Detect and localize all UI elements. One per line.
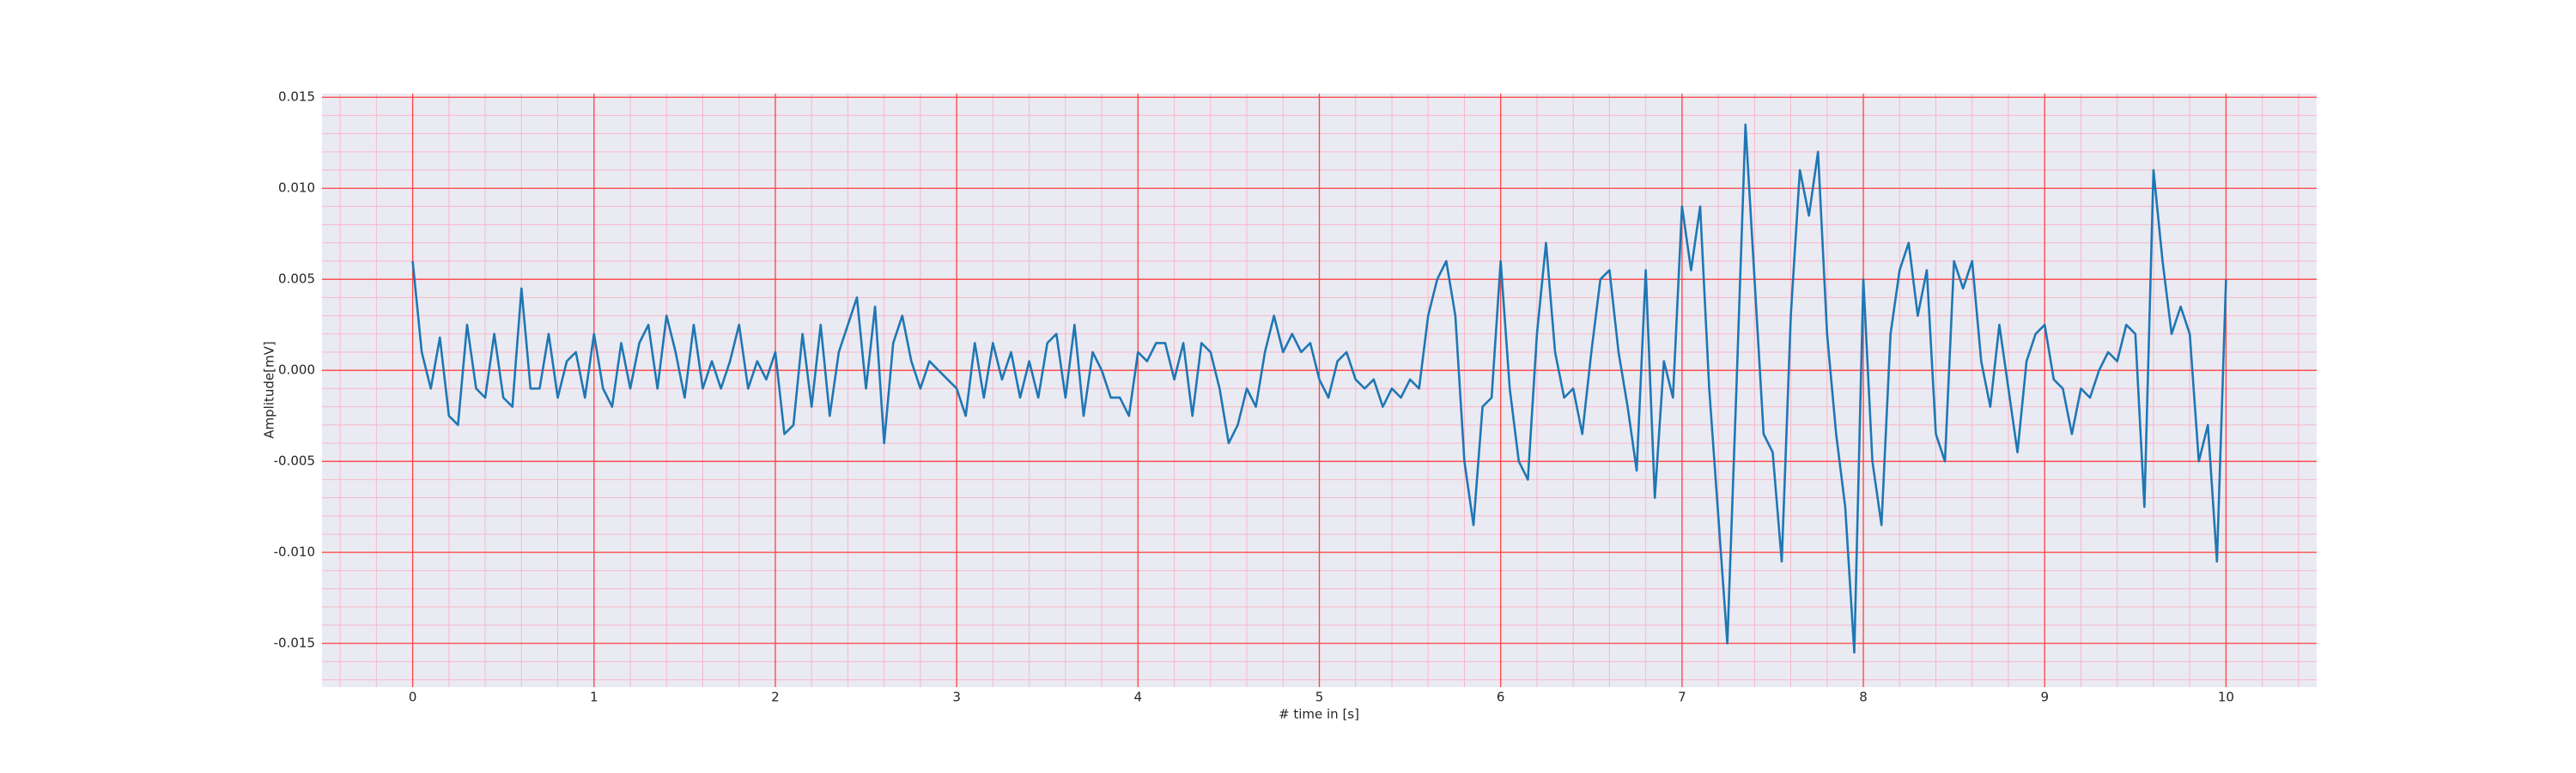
x-tick-label: 1 <box>590 690 598 705</box>
y-tick-label: -0.015 <box>274 636 315 651</box>
x-tick-label: 3 <box>952 690 961 705</box>
x-tick-label: 6 <box>1497 690 1505 705</box>
x-tick-label: 10 <box>2218 690 2234 705</box>
x-tick-label: 7 <box>1678 690 1686 705</box>
y-tick-label: 0.015 <box>278 89 315 105</box>
x-tick-label: 9 <box>2040 690 2049 705</box>
signal-line <box>411 123 2227 654</box>
y-axis-label: Amplitude[mV] <box>262 341 277 438</box>
x-tick-label: 0 <box>409 690 417 705</box>
y-tick-label: 0.010 <box>278 180 315 196</box>
x-tick-label: 8 <box>1859 690 1868 705</box>
y-tick-label: 0.000 <box>278 362 315 378</box>
y-tick-label: 0.005 <box>278 271 315 287</box>
x-tick-label: 5 <box>1315 690 1324 705</box>
x-axis-label: # time in [s] <box>1279 707 1359 722</box>
x-tick-label: 4 <box>1134 690 1143 705</box>
x-tick-label: 2 <box>771 690 780 705</box>
y-tick-label: -0.005 <box>274 453 315 469</box>
y-tick-label: -0.010 <box>274 545 315 560</box>
